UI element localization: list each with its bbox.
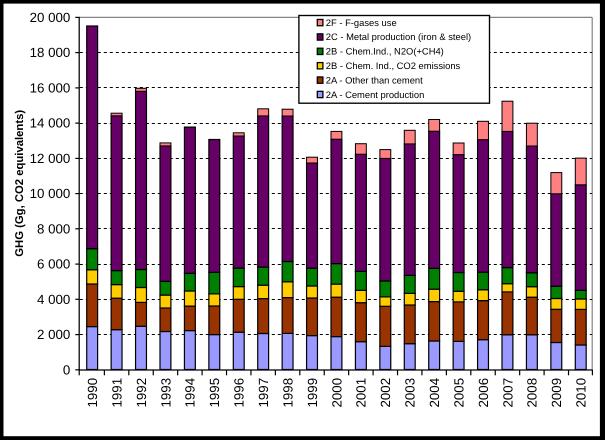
svg-text:2A - Cement production: 2A - Cement production [326,89,425,100]
svg-text:1990: 1990 [85,378,100,408]
svg-text:16 000: 16 000 [30,80,71,95]
svg-text:1995: 1995 [207,378,222,408]
svg-text:1992: 1992 [134,378,149,408]
svg-text:20 000: 20 000 [30,10,71,25]
svg-text:6 000: 6 000 [37,257,70,272]
svg-text:1996: 1996 [232,378,247,408]
svg-text:2 000: 2 000 [37,327,70,342]
svg-text:2002: 2002 [378,378,393,408]
svg-text:2003: 2003 [403,378,418,408]
svg-text:2B - Chem.Ind., N2O(+CH4): 2B - Chem.Ind., N2O(+CH4) [326,46,444,57]
svg-text:1997: 1997 [256,378,271,408]
svg-text:2008: 2008 [525,378,540,408]
svg-text:2004: 2004 [427,378,442,408]
svg-text:2000: 2000 [329,378,344,408]
svg-text:2A - Other than cement: 2A - Other than cement [326,74,423,85]
svg-text:0: 0 [63,362,70,377]
svg-text:10 000: 10 000 [30,186,71,201]
svg-text:2006: 2006 [476,378,491,408]
svg-text:2B - Chem. Ind., CO2 emissions: 2B - Chem. Ind., CO2 emissions [326,60,461,71]
svg-text:14 000: 14 000 [30,116,71,131]
svg-text:1994: 1994 [183,378,198,408]
svg-text:1993: 1993 [158,378,173,408]
svg-text:2C - Metal production (iron &: 2C - Metal production (iron & steel) [326,31,471,42]
svg-text:8 000: 8 000 [37,221,70,236]
svg-text:2005: 2005 [451,378,466,408]
svg-text:GHG (Gg, CO2 equivalents): GHG (Gg, CO2 equivalents) [14,110,26,257]
svg-text:2007: 2007 [500,378,515,408]
svg-text:1998: 1998 [280,378,295,408]
svg-text:2009: 2009 [549,378,564,408]
svg-text:1999: 1999 [305,378,320,408]
svg-text:2F - F-gases use: 2F - F-gases use [326,17,397,28]
svg-text:1991: 1991 [109,378,124,408]
svg-text:12 000: 12 000 [30,151,71,166]
svg-text:18 000: 18 000 [30,45,71,60]
svg-text:2010: 2010 [574,378,589,408]
svg-text:4 000: 4 000 [37,292,70,307]
svg-text:2001: 2001 [354,378,369,408]
